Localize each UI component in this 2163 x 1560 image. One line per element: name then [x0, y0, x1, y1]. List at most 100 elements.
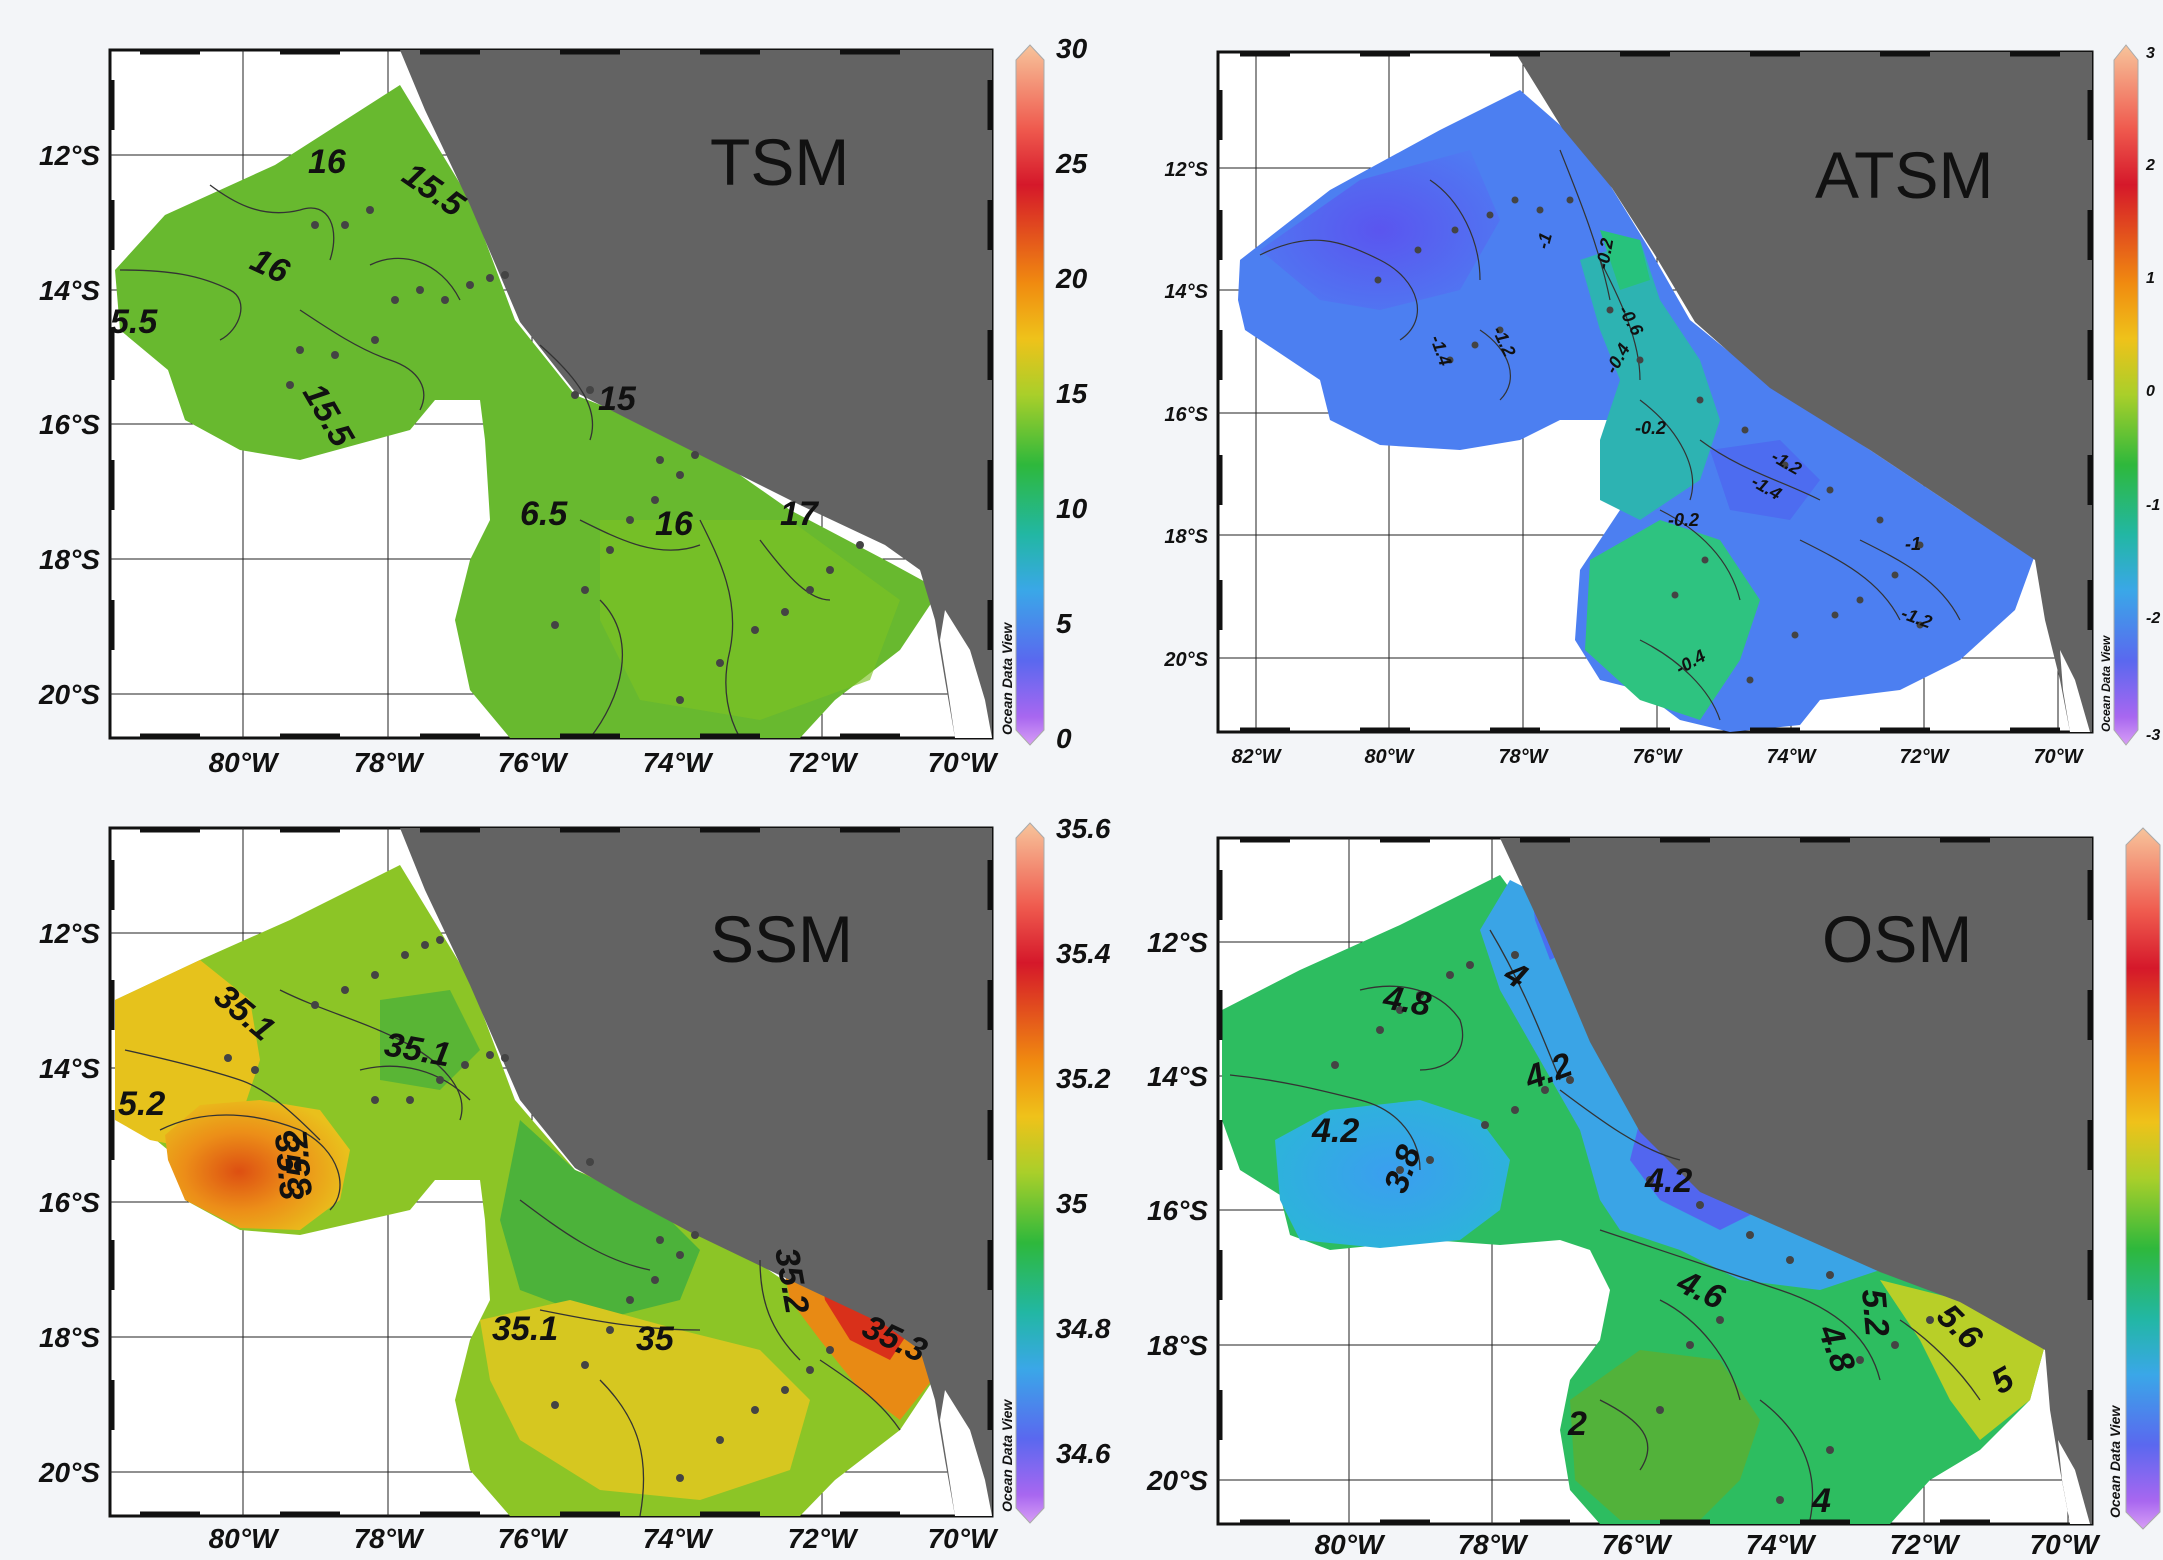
colorbar-tick: 0: [1056, 723, 1072, 754]
colorbar-bar: [1015, 822, 1045, 1524]
ocean-blue-osm: [1275, 1100, 1510, 1248]
colorbar-bar: [2113, 44, 2139, 746]
lat-label: 18°S: [39, 544, 100, 575]
lat-label: 20°S: [1146, 1465, 1208, 1496]
map-title-ssm: SSM: [710, 902, 853, 976]
lat-label: 14°S: [1164, 281, 1208, 303]
lon-label: 74°W: [1766, 746, 1817, 768]
contour-label: 35.2: [276, 1128, 320, 1197]
stations-osm: [1331, 951, 1934, 1504]
contour-label: 5.5: [110, 303, 158, 341]
ocean-green3-atsm: [1600, 230, 1650, 290]
lat-labels-atsm: 12°S 14°S 16°S 18°S 20°S: [1163, 159, 1208, 671]
lat-label: 18°S: [1164, 526, 1208, 548]
panel-atsm: ATSM -1.4 -1.2 -1 -0.2 -0.6 -0.4 -0.2 -1…: [1163, 44, 2160, 768]
lon-label: 74°W: [643, 1523, 714, 1554]
ocean-green2-ssm: [380, 990, 480, 1090]
odv-watermark: Ocean Data View: [999, 622, 1015, 735]
odv-watermark: Ocean Data View: [2107, 1405, 2123, 1518]
colorbar-tick: 3: [2146, 45, 2155, 62]
contour-label: 4: [1811, 1482, 1831, 1520]
colorbar-tick: 2: [2145, 157, 2155, 174]
coast-white-patch-atsm: [2060, 650, 2090, 732]
lon-label: 78°W: [1498, 746, 1549, 768]
land-osm: [1500, 838, 2092, 1524]
land-atsm: [1515, 52, 2092, 732]
lat-label: 16°S: [1164, 404, 1208, 426]
lat-label: 16°S: [39, 409, 100, 440]
lon-labels-ssm: 80°W 78°W 76°W 74°W 72°W 70°W: [209, 1523, 999, 1554]
lon-label: 80°W: [1364, 746, 1415, 768]
ocean-green2-atsm: [1585, 520, 1760, 720]
ocean-yellow-ssm: [115, 960, 260, 1150]
contours-tsm: [119, 184, 831, 739]
lat-label: 14°S: [39, 1053, 100, 1084]
colorbar-tick: 1: [2146, 270, 2155, 287]
colorbar-tick: 35.4: [1056, 938, 1111, 969]
contour-label: 16: [655, 505, 694, 543]
contour-label: 15: [598, 380, 637, 418]
stations-tsm: [286, 206, 864, 704]
contour-label: 35.3: [267, 1132, 311, 1201]
lon-label: 72°W: [788, 1523, 859, 1554]
colorbar-atsm: 3 2 1 0 -1 -2 -3 Ocean Data View: [2099, 44, 2160, 746]
lon-label: 72°W: [788, 747, 859, 778]
contour-label: 4.2: [1311, 1112, 1359, 1150]
lon-labels-osm: 80°W 78°W 76°W 74°W 72°W 70°W: [1315, 1529, 2101, 1560]
colorbar-tick: -3: [2146, 727, 2160, 744]
ocean-deep-atsm: [1260, 150, 1500, 310]
contour-label: 35.1: [492, 1310, 558, 1348]
contour-labels-atsm: -1.4 -1.2 -1 -0.2 -0.6 -0.4 -0.2 -1.2 -1…: [1426, 230, 1934, 678]
lat-label: 16°S: [1147, 1195, 1208, 1226]
lon-label: 74°W: [643, 747, 714, 778]
lon-label: 72°W: [1899, 746, 1950, 768]
lon-labels-atsm: 82°W 80°W 78°W 76°W 74°W 72°W 70°W: [1231, 746, 2084, 768]
contour-label: -1: [1905, 534, 1921, 554]
colorbar-ssm: 35.6 35.4 35.2 35 34.8 34.6 Ocean Data V…: [999, 813, 1111, 1524]
lon-label: 78°W: [1458, 1529, 1529, 1560]
lat-label: 14°S: [39, 275, 100, 306]
lat-label: 20°S: [38, 679, 100, 710]
lon-label: 70°W: [928, 747, 999, 778]
frame-ticks-osm: [1217, 837, 2093, 1525]
contours-ssm: [124, 989, 901, 1517]
colorbar-tick: 30: [1056, 33, 1088, 64]
ocean-tint-tsm: [600, 520, 900, 720]
panel-osm: OSM 4.8 4 4.2 4.2 3.8 4.2 4.6 5.2 4.8 5.…: [1146, 827, 2161, 1560]
lat-labels-ssm: 12°S 14°S 16°S 18°S 20°S: [38, 918, 100, 1488]
lon-label: 82°W: [1231, 746, 1282, 768]
ocean-blue2-atsm: [1710, 440, 1820, 520]
contour-label: 16: [308, 143, 347, 181]
contour-label: 2: [1567, 1405, 1587, 1443]
ocean-yellow-osm: [1880, 1280, 2045, 1440]
frame-ticks-atsm: [1217, 51, 2093, 733]
colorbar-osm: Ocean Data View: [2107, 827, 2161, 1530]
colorbar-tick: 35.6: [1056, 813, 1111, 844]
colorbar-tick: 20: [1055, 263, 1088, 294]
lon-label: 76°W: [498, 1523, 569, 1554]
frame-ticks-ssm: [109, 827, 993, 1517]
panel-ssm: SSM 35.1 35.1 5.2 35.3 35.2 35.1 35 35.2…: [38, 813, 1111, 1554]
contours-atsm: [1259, 149, 1961, 721]
odv-watermark: Ocean Data View: [999, 1399, 1015, 1512]
contour-label: 17: [780, 495, 820, 533]
lon-label: 76°W: [1632, 746, 1683, 768]
colorbar-tick: 25: [1055, 148, 1088, 179]
contour-label: 5.2: [118, 1085, 165, 1123]
lon-label: 74°W: [1746, 1529, 1817, 1560]
lat-label: 18°S: [39, 1322, 100, 1353]
colorbar-tick: 5: [1056, 608, 1072, 639]
coast-white-patch-tsm: [940, 610, 992, 738]
lon-label: 70°W: [2033, 746, 2084, 768]
lon-label: 70°W: [928, 1523, 999, 1554]
contour-label: -0.2: [1635, 418, 1666, 438]
contour-label: -0.2: [1668, 510, 1699, 530]
colorbar-tick: -2: [2146, 610, 2160, 627]
colorbar-tick: -1: [2146, 497, 2160, 514]
lat-label: 14°S: [1147, 1061, 1208, 1092]
lat-label: 12°S: [1147, 927, 1208, 958]
lat-label: 18°S: [1147, 1330, 1208, 1361]
stations-ssm: [224, 936, 834, 1482]
contour-label: 5.2: [1854, 1287, 1896, 1337]
